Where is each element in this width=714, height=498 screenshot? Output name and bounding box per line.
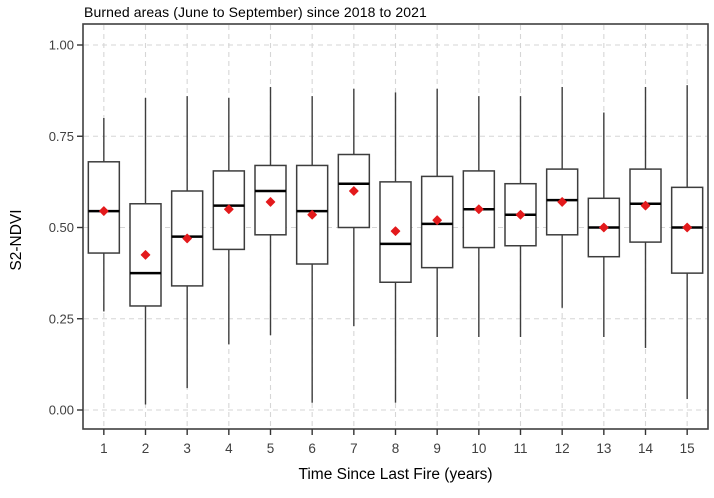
mean-point — [224, 204, 234, 215]
x-axis-title: Time Since Last Fire (years) — [298, 466, 493, 483]
mean-point — [474, 204, 484, 215]
y-tick-label: 0.25 — [49, 311, 74, 326]
mean-point — [390, 226, 401, 236]
x-tick-label: 2 — [142, 441, 150, 456]
x-tick-label: 10 — [471, 441, 486, 456]
mean-point — [557, 197, 567, 207]
mean-point — [140, 250, 151, 260]
mean-point — [99, 206, 109, 216]
x-tick-label: 6 — [308, 441, 316, 456]
x-tick-label: 7 — [350, 441, 358, 456]
y-tick-label: 1.00 — [49, 38, 74, 53]
mean-point — [515, 209, 526, 220]
x-tick-label: 12 — [555, 441, 570, 456]
x-tick-label: 8 — [392, 441, 400, 456]
x-tick-label: 3 — [183, 441, 191, 456]
x-tick-label: 11 — [513, 441, 527, 456]
mean-point — [349, 186, 359, 196]
x-tick-label: 5 — [267, 441, 275, 456]
mean-point — [432, 215, 442, 225]
x-tick-label: 1 — [100, 441, 108, 456]
y-tick-label: 0.50 — [49, 220, 74, 235]
x-tick-label: 15 — [680, 441, 695, 456]
mean-point — [640, 200, 651, 211]
mean-point — [307, 209, 317, 220]
x-tick-label: 4 — [225, 441, 233, 456]
mean-point — [599, 222, 609, 233]
x-tick-label: 9 — [433, 441, 441, 456]
chart-title: Burned areas (June to September) since 2… — [84, 4, 427, 20]
y-tick-label: 0.75 — [49, 129, 74, 144]
x-tick-label: 14 — [638, 441, 654, 456]
mean-point — [182, 233, 192, 244]
mean-point — [265, 197, 276, 207]
mean-point — [682, 222, 692, 233]
y-tick-label: 0.00 — [49, 403, 74, 418]
x-tick-label: 13 — [596, 441, 611, 456]
